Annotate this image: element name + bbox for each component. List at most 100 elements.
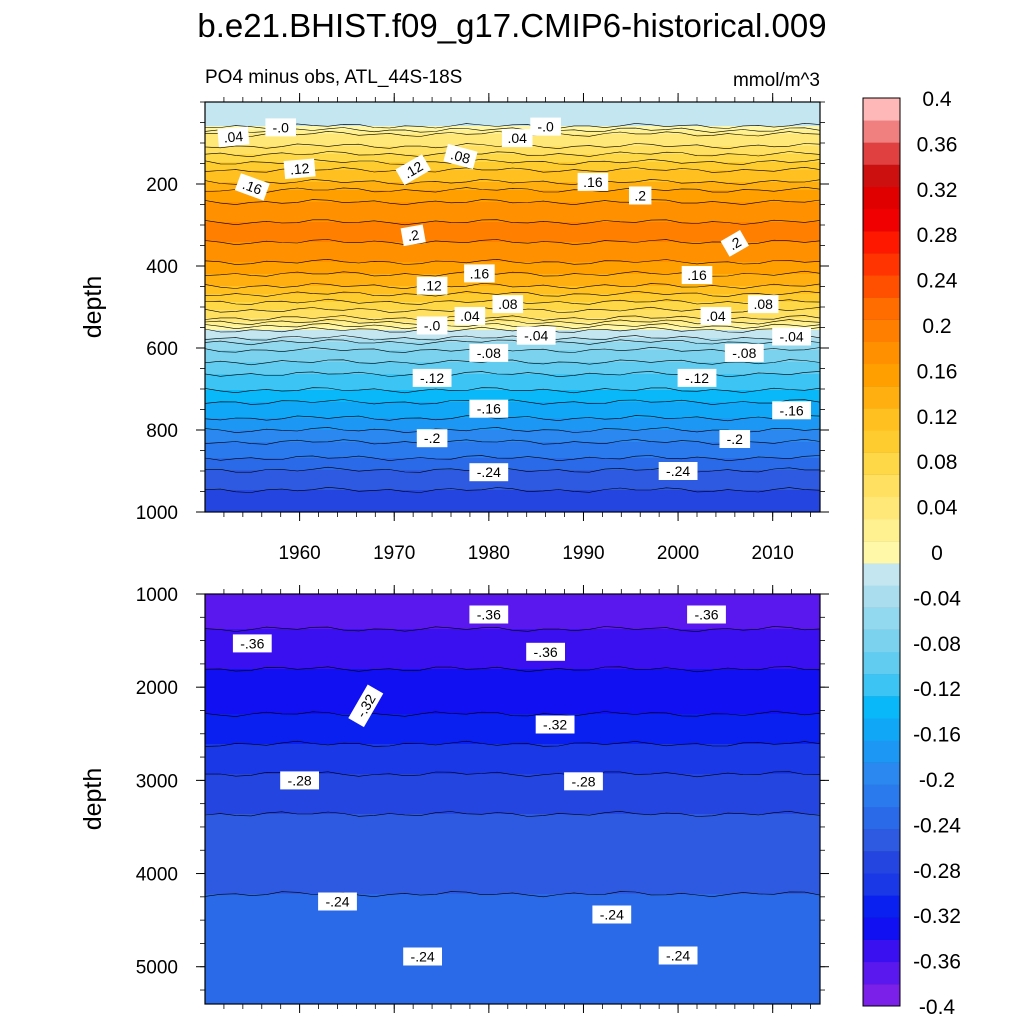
contour-label-text: -.04 [524, 328, 548, 344]
contour-label: -.0 [416, 316, 448, 335]
colorbar-tick-label: -0.32 [913, 905, 961, 928]
contour-label-box [416, 316, 448, 335]
contour-label-box [348, 684, 384, 728]
contour-band [205, 374, 820, 379]
contour-band [205, 474, 820, 479]
contour-band [205, 874, 820, 880]
contour-label-text: -.0 [424, 318, 441, 334]
contour-label-text: -.12 [420, 370, 444, 386]
contour-band [205, 649, 820, 655]
contour-label-text: .12 [422, 278, 442, 294]
contour-label-text: -.24 [600, 907, 624, 923]
contour-band [205, 599, 820, 605]
colorbar-swatch [863, 651, 900, 675]
contour-label-text: .08 [498, 296, 518, 312]
contour-band [205, 809, 820, 815]
contour-band [205, 979, 820, 985]
contour-label: .16 [464, 264, 495, 283]
colorbar-swatch [863, 518, 900, 542]
contour-band [205, 614, 820, 620]
contour-band [205, 486, 820, 491]
contour-line [205, 239, 820, 246]
contour-label-box [395, 154, 431, 186]
contour-band [205, 714, 820, 720]
colorbar-swatch [863, 762, 900, 785]
contour-band [205, 904, 820, 910]
colorbar-tick-label: 0.4 [922, 88, 952, 111]
colorbar: -0.4 -0.36 -0.32 -0.28 -0.24 -0.2 -0.16 -0.12 -0… [862, 88, 961, 1019]
contour-band [205, 989, 820, 995]
contour-label: .04 [501, 129, 533, 148]
colorbar-swatch [863, 806, 900, 830]
contour-band [205, 146, 820, 151]
colorbar-swatch [863, 474, 900, 498]
contour-band [205, 206, 820, 211]
contour-band [205, 729, 820, 735]
contour-label: -.04 [516, 326, 556, 345]
colorbar-swatch [863, 540, 900, 564]
chart-subtitle: PO4 minus obs, ATL_44S-18S [205, 67, 462, 88]
contour-band [205, 470, 820, 475]
contour-label: -.36 [232, 634, 272, 653]
contour-band [205, 370, 820, 375]
colorbar-tick-label: -0.16 [913, 724, 961, 747]
contour-band [205, 118, 820, 123]
contour-line [205, 186, 820, 193]
colorbar-swatch [863, 363, 900, 387]
colorbar-tick-label: 0.16 [917, 360, 958, 383]
contour-band [205, 198, 820, 203]
contour-band [205, 230, 820, 235]
contour-label: .2 [400, 224, 426, 247]
contour-band [205, 689, 820, 695]
contour-label-box [400, 224, 426, 247]
x-tick-label: 1990 [562, 543, 604, 564]
contour-label: -.2 [416, 429, 448, 448]
contour-label: -.32 [535, 715, 575, 734]
contour-label: -.0 [530, 117, 561, 136]
contour-line [205, 199, 820, 206]
contour-label-box [577, 172, 609, 191]
contour-band [205, 894, 820, 900]
contour-band [205, 819, 820, 825]
colorbar-swatch [863, 607, 900, 630]
contour-label-text: -.36 [240, 635, 264, 651]
y-tick-label: 600 [146, 339, 178, 360]
contour-band [205, 984, 820, 990]
contour-label-text: -.24 [325, 894, 349, 910]
contour-band [205, 754, 820, 760]
contour-label: -.28 [564, 772, 603, 791]
contour-band [205, 226, 820, 231]
contour-band [205, 629, 820, 635]
contour-band [205, 210, 820, 215]
contour-band [205, 899, 820, 905]
contour-band [205, 502, 820, 507]
upper-y-axis: 200 400 600 800 1000 [136, 101, 829, 524]
contour-band [205, 262, 820, 267]
contour-band [205, 414, 820, 419]
contour-label-text: -.28 [571, 773, 595, 789]
y-tick-label: 400 [146, 257, 178, 278]
contour-band [205, 450, 820, 455]
contour-band [205, 362, 820, 367]
contour-label-box [217, 126, 250, 148]
contour-label-box [719, 430, 751, 448]
contour-band [205, 909, 820, 915]
contour-band [205, 764, 820, 770]
contour-band [205, 106, 820, 111]
contour-band [205, 684, 820, 690]
contour-band [205, 814, 820, 820]
contour-label-box [318, 892, 357, 911]
contour-band [205, 174, 820, 179]
contour-band [205, 246, 820, 251]
contour-band [205, 394, 820, 399]
y-tick-label: 2000 [136, 678, 178, 699]
colorbar-swatch [863, 961, 900, 985]
contour-band [205, 342, 820, 347]
contour-line [205, 335, 820, 341]
contour-label: -.28 [280, 771, 319, 790]
contour-band [205, 446, 820, 451]
contour-label: .12 [283, 158, 316, 180]
colorbar-swatch [863, 828, 900, 852]
contour-band [205, 919, 820, 925]
contour-band [205, 466, 820, 471]
